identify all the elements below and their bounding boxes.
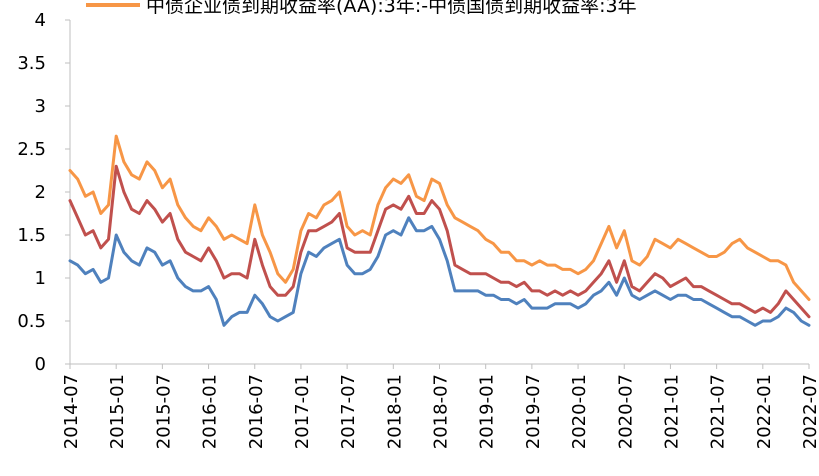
x-tick-label: 2018-01: [384, 374, 405, 449]
x-tick-label: 2020-01: [569, 374, 590, 449]
x-tick-label: 2017-01: [292, 374, 313, 449]
y-tick-label: 4: [35, 10, 46, 31]
x-tick-label: 2016-07: [246, 374, 267, 449]
legend-label: 中债企业债到期收益率(AA):3年:-中债国债到期收益率:3年: [146, 0, 637, 17]
y-tick-label: 2: [35, 182, 46, 203]
series-line-blue: [68, 216, 811, 327]
x-tick-label: 2019-07: [523, 374, 544, 449]
x-tick-label: 2016-01: [200, 374, 221, 449]
x-tick-label: 2021-07: [708, 374, 729, 449]
y-tick-label: 2.5: [17, 139, 46, 160]
x-tick-label: 2020-07: [615, 374, 636, 449]
y-tick-label: 0.5: [17, 311, 46, 332]
x-tick-label: 2021-01: [661, 374, 682, 449]
y-tick-label: 1.5: [17, 225, 46, 246]
x-tick-label: 2019-01: [477, 374, 498, 449]
legend: 中债企业债到期收益率(AA):3年:-中债国债到期收益率:3年: [86, 0, 637, 17]
y-tick-label: 0: [35, 354, 46, 375]
x-tick-label: 2018-07: [431, 374, 452, 449]
y-tick-label: 3.5: [17, 53, 46, 74]
axes: 0 0.5 1 1.5 2 2.5 3 3.5 4 2014-07 2015-01 2015-07 20…: [17, 10, 819, 449]
series-line-orange: [68, 134, 811, 301]
x-tick-label: 2022-01: [754, 374, 775, 449]
y-tick-label: 3: [35, 96, 46, 117]
x-tick-label: 2015-01: [107, 374, 128, 449]
series-line-red: [68, 164, 811, 319]
x-tick-label: 2014-07: [61, 374, 82, 449]
x-tick-label: 2015-07: [153, 374, 174, 449]
y-tick-label: 1: [35, 268, 46, 289]
x-tick-label: 2022-07: [800, 374, 819, 449]
x-tick-label: 2017-07: [338, 374, 359, 449]
series-layer: [68, 134, 811, 327]
